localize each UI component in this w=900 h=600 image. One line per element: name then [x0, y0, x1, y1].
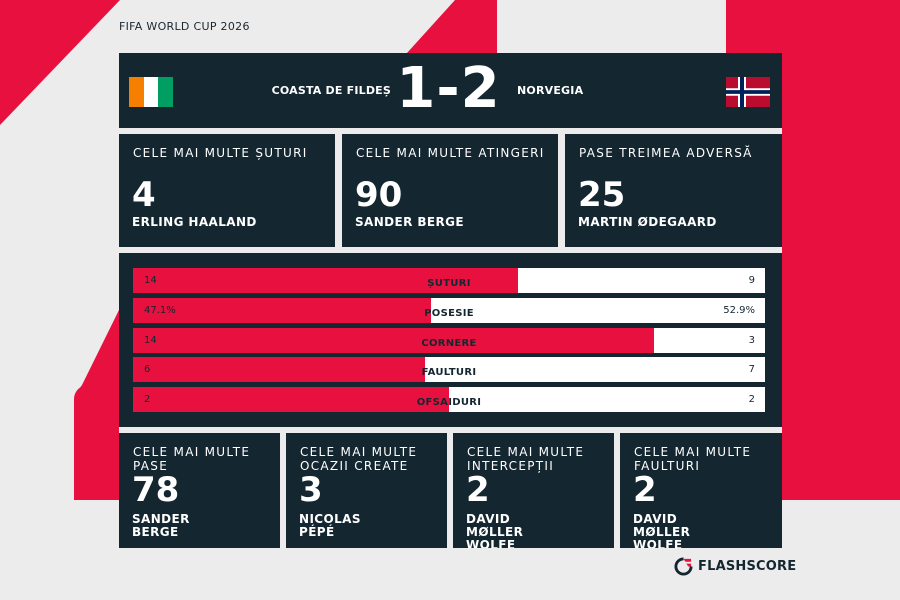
home-value: 2 — [144, 394, 151, 405]
card-title: PASE TREIMEA ADVERSĂ — [579, 146, 753, 160]
card-player: SANDER BERGE — [355, 215, 464, 229]
card-player: SANDER BERGE — [132, 512, 190, 539]
away-value: 52.9% — [723, 305, 755, 316]
card-value: 25 — [578, 175, 626, 215]
match-header: COASTA DE FILDEȘ 1-2 NORVEGIA — [119, 53, 782, 128]
stat-label: POSESIE — [424, 308, 474, 319]
card-value: 3 — [299, 470, 323, 510]
leader-card-chances-created: CELE MAI MULTE OCAZII CREATE 3 Nicolas P… — [286, 433, 447, 548]
card-value: 2 — [633, 470, 657, 510]
home-share-bar — [133, 298, 431, 323]
card-title: CELE MAI MULTE PASE — [133, 445, 251, 473]
home-value: 14 — [144, 335, 157, 346]
norway-flag-icon — [726, 77, 770, 107]
leader-card-touches: CELE MAI MULTE ATINGERI 90 SANDER BERGE — [342, 134, 558, 247]
leader-card-fouls: CELE MAI MULTE FAULTURI 2 DAVID MØLLER W… — [620, 433, 782, 548]
flashscore-brand: FLASHSCORE — [674, 557, 796, 576]
card-player: MARTIN ØDEGAARD — [578, 215, 717, 229]
card-value: 2 — [466, 470, 490, 510]
card-title: CELE MAI MULTE ȘUTURI — [133, 146, 308, 160]
stat-row-shots: 14 ȘUTURI 9 — [133, 268, 765, 293]
card-title: CELE MAI MULTE INTERCEPȚII — [467, 445, 585, 473]
home-share-bar — [133, 357, 425, 382]
home-share-bar — [133, 328, 654, 353]
card-title: CELE MAI MULTE ATINGERI — [356, 146, 545, 160]
stat-row-corners: 14 CORNERE 3 — [133, 328, 765, 353]
home-share-bar — [133, 268, 518, 293]
competition-title: FIFA WORLD CUP 2026 — [119, 20, 250, 33]
stat-label: FAULTURI — [421, 367, 477, 378]
stat-label: ȘUTURI — [427, 278, 471, 289]
stat-label: OFSAIDURI — [416, 397, 482, 408]
card-title: CELE MAI MULTE FAULTURI — [634, 445, 752, 473]
match-score: 1-2 — [396, 56, 501, 121]
card-player: DAVID MØLLER WOLFE — [633, 512, 691, 549]
home-value: 47.1% — [144, 305, 176, 316]
card-title: CELE MAI MULTE OCAZII CREATE — [300, 445, 418, 473]
away-value: 7 — [748, 364, 755, 375]
away-team-name: NORVEGIA — [517, 84, 584, 97]
away-value: 3 — [748, 335, 755, 346]
stat-row-possession: 47.1% POSESIE 52.9% — [133, 298, 765, 323]
team-stats-panel: 14 ȘUTURI 9 47.1% POSESIE 52.9% 14 CORNE… — [119, 253, 782, 427]
away-value: 9 — [748, 275, 755, 286]
away-value: 2 — [748, 394, 755, 405]
home-team-name: COASTA DE FILDEȘ — [271, 84, 391, 97]
leader-card-final-third-passes: PASE TREIMEA ADVERSĂ 25 MARTIN ØDEGAARD — [565, 134, 782, 247]
flashscore-logo-icon — [674, 557, 693, 576]
card-value: 4 — [132, 175, 156, 215]
card-player: DAVID MØLLER WOLFE — [466, 512, 524, 549]
stat-label: CORNERE — [421, 338, 477, 349]
stat-row-fouls: 6 FAULTURI 7 — [133, 357, 765, 382]
leader-card-shots: CELE MAI MULTE ȘUTURI 4 ERLING HAALAND — [119, 134, 335, 247]
card-value: 78 — [132, 470, 180, 510]
brand-name: FLASHSCORE — [698, 559, 797, 574]
home-share-bar — [133, 387, 449, 412]
home-value: 14 — [144, 275, 157, 286]
stat-row-offsides: 2 OFSAIDURI 2 — [133, 387, 765, 412]
home-value: 6 — [144, 364, 151, 375]
card-player: Nicolas Pépé — [299, 512, 361, 539]
card-value: 90 — [355, 175, 403, 215]
card-player: ERLING HAALAND — [132, 215, 257, 229]
leader-card-interceptions: CELE MAI MULTE INTERCEPȚII 2 DAVID MØLLE… — [453, 433, 614, 548]
ivory-coast-flag-icon — [129, 77, 174, 107]
leader-card-passes: CELE MAI MULTE PASE 78 SANDER BERGE — [119, 433, 280, 548]
